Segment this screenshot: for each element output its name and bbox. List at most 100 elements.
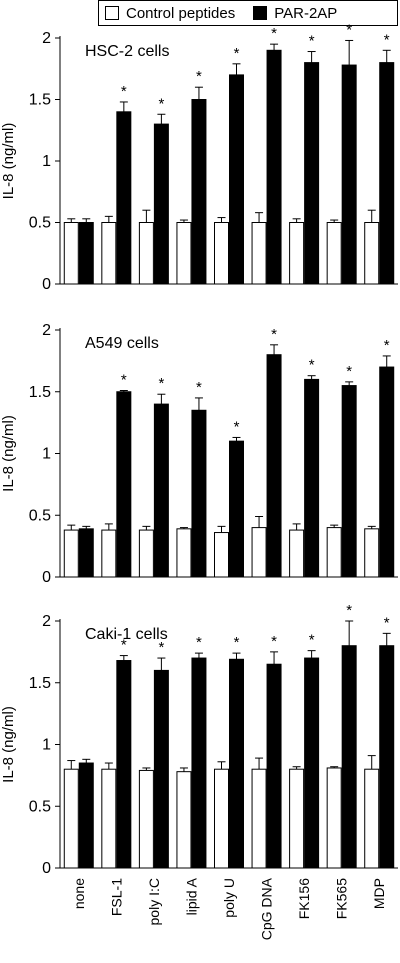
bar-control	[214, 222, 229, 285]
x-tick-label: MDP	[371, 878, 387, 909]
bar-par2ap	[153, 669, 169, 869]
bar-par2ap	[191, 409, 207, 578]
bar-par2ap	[266, 354, 282, 578]
significance-marker: *	[158, 95, 164, 112]
bar-control	[364, 528, 380, 578]
significance-marker: *	[384, 614, 390, 631]
bar-control	[176, 222, 192, 285]
bar-control	[138, 529, 154, 578]
bar-par2ap	[191, 99, 207, 285]
bar-par2ap	[116, 391, 132, 578]
significance-marker: *	[309, 33, 315, 50]
significance-marker: *	[196, 634, 202, 651]
panel-title: HSC-2 cells	[85, 43, 169, 60]
chart-panel: 0 0.5 1 1.5 2 IL-8 (ng/ml) A549 cells * * * * * * * *	[0, 322, 398, 586]
significance-marker: *	[346, 602, 352, 619]
bar-control	[101, 222, 117, 285]
bar-control	[63, 222, 79, 285]
x-tick-label: FSL-1	[108, 878, 124, 916]
x-tick-label: lipid A	[183, 877, 199, 915]
y-tick-label: 0.5	[29, 798, 51, 815]
significance-marker: *	[196, 68, 202, 85]
bar-control	[101, 768, 117, 869]
significance-marker: *	[234, 418, 240, 435]
bar-par2ap	[191, 657, 207, 869]
bar-par2ap	[304, 378, 320, 578]
significance-marker: *	[384, 337, 390, 354]
legend-label-par2ap: PAR-2AP	[274, 4, 338, 22]
bar-control	[63, 529, 79, 578]
bar-control	[101, 529, 117, 578]
bar-control	[176, 528, 192, 578]
bar-par2ap	[78, 222, 94, 285]
y-axis-label: IL-8 (ng/ml)	[0, 415, 17, 492]
y-tick-label: 0	[42, 860, 51, 877]
bar-par2ap	[304, 657, 320, 869]
y-tick-label: 2	[42, 322, 51, 339]
legend-item-control: Control peptides	[105, 5, 235, 22]
bar-par2ap	[341, 645, 357, 869]
bar-control	[364, 222, 380, 285]
bar-control	[176, 771, 192, 869]
significance-marker: *	[271, 25, 277, 42]
y-tick-label: 1	[42, 737, 51, 754]
bar-control	[326, 222, 342, 285]
bar-par2ap	[341, 385, 357, 578]
legend-item-par2ap: PAR-2AP	[253, 5, 337, 22]
x-tick-label: poly I:C	[146, 878, 162, 925]
significance-marker: *	[234, 45, 240, 62]
bar-par2ap	[153, 403, 169, 578]
bar-par2ap	[304, 62, 320, 285]
bar-control	[326, 527, 342, 578]
y-tick-label: 1	[42, 446, 51, 463]
y-axis-label: IL-8 (ng/ml)	[0, 706, 17, 783]
bar-par2ap	[341, 64, 357, 285]
y-tick-label: 2	[42, 613, 51, 630]
bar-control	[251, 222, 267, 285]
bar-control	[289, 222, 305, 285]
bar-control	[214, 532, 229, 578]
significance-marker: *	[121, 637, 127, 654]
y-tick-label: 1	[42, 153, 51, 170]
bar-control	[364, 768, 380, 869]
bar-control	[289, 529, 305, 578]
significance-marker: *	[309, 357, 315, 374]
x-tick-label: CpG DNA	[259, 877, 275, 940]
bar-par2ap	[78, 762, 94, 869]
significance-marker: *	[346, 363, 352, 380]
bar-par2ap	[78, 528, 94, 578]
significance-marker: *	[121, 83, 127, 100]
y-tick-label: 0.5	[29, 215, 51, 232]
x-tick-label: FK565	[334, 878, 350, 919]
significance-marker: *	[384, 31, 390, 48]
legend-swatch-control	[105, 6, 119, 20]
x-tick-label: poly U	[221, 878, 237, 918]
y-tick-label: 2	[42, 30, 51, 47]
bar-control	[214, 768, 229, 869]
significance-marker: *	[121, 372, 127, 389]
legend-label-control: Control peptides	[126, 4, 236, 22]
bar-par2ap	[379, 366, 395, 578]
y-tick-label: 1.5	[29, 92, 51, 109]
bar-control	[138, 222, 154, 285]
y-tick-label: 0	[42, 276, 51, 293]
bar-control	[326, 767, 342, 869]
y-tick-label: 1.5	[29, 675, 51, 692]
bar-par2ap	[116, 111, 132, 285]
significance-marker: *	[271, 326, 277, 343]
y-axis-label: IL-8 (ng/ml)	[0, 123, 17, 200]
significance-marker: *	[309, 632, 315, 649]
bar-par2ap	[379, 62, 395, 285]
significance-marker: *	[234, 634, 240, 651]
bar-control	[251, 527, 267, 578]
bar-par2ap	[379, 645, 395, 869]
bar-par2ap	[266, 49, 282, 285]
bar-control	[138, 769, 154, 869]
significance-marker: *	[271, 633, 277, 650]
bar-par2ap	[229, 74, 244, 285]
significance-marker: *	[346, 21, 352, 38]
bar-par2ap	[153, 123, 169, 285]
significance-marker: *	[158, 639, 164, 656]
